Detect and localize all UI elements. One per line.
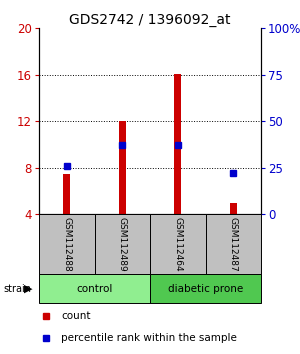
Text: count: count bbox=[61, 311, 91, 321]
Bar bbox=[230, 202, 237, 214]
Bar bbox=[119, 121, 126, 214]
Bar bbox=[39, 274, 150, 303]
Bar bbox=[94, 214, 150, 274]
Title: GDS2742 / 1396092_at: GDS2742 / 1396092_at bbox=[69, 13, 231, 27]
Text: GSM112464: GSM112464 bbox=[173, 217, 182, 272]
Bar bbox=[150, 274, 261, 303]
Text: control: control bbox=[76, 284, 113, 293]
Text: GSM112488: GSM112488 bbox=[62, 217, 71, 272]
Text: strain: strain bbox=[3, 284, 31, 293]
Text: diabetic prone: diabetic prone bbox=[168, 284, 243, 293]
Bar bbox=[174, 74, 181, 214]
Bar bbox=[150, 214, 206, 274]
Bar bbox=[63, 173, 70, 214]
Bar bbox=[206, 214, 261, 274]
Text: GSM112487: GSM112487 bbox=[229, 217, 238, 272]
Text: ▶: ▶ bbox=[24, 284, 33, 293]
Text: percentile rank within the sample: percentile rank within the sample bbox=[61, 333, 237, 343]
Bar bbox=[39, 214, 94, 274]
Text: GSM112489: GSM112489 bbox=[118, 217, 127, 272]
